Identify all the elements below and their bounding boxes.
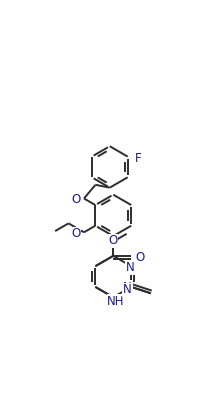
Text: F: F <box>135 152 141 165</box>
Text: O: O <box>109 234 118 247</box>
Text: NH: NH <box>107 295 125 308</box>
Text: N: N <box>126 261 134 274</box>
Text: N: N <box>123 283 131 296</box>
Text: O: O <box>71 227 81 240</box>
Text: N: N <box>123 281 132 294</box>
Text: O: O <box>136 251 145 264</box>
Text: O: O <box>71 194 81 206</box>
